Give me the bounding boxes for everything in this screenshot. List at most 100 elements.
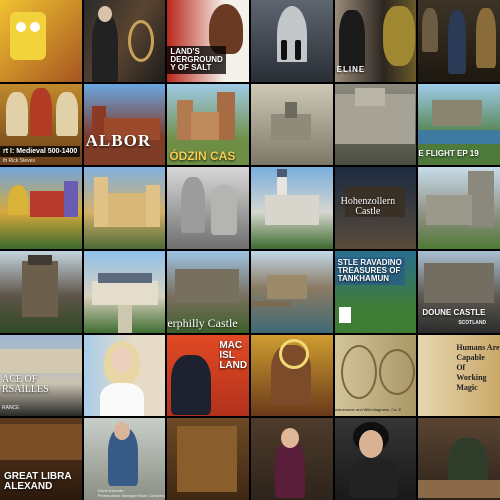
video-thumbnail[interactable]	[83, 334, 166, 417]
round-tower	[468, 171, 495, 228]
video-thumbnail[interactable]: erphilly Castle	[167, 250, 249, 333]
video-thumbnail[interactable]: LAND'S DERGROUND Y OF SALT	[167, 0, 249, 82]
video-thumbnail[interactable]	[167, 418, 249, 500]
stone-wall	[354, 87, 385, 106]
video-title: ACE OF RSAILLES	[2, 373, 49, 395]
video-thumbnail[interactable]: Hohenzollern Castle	[334, 167, 417, 249]
host-face	[111, 346, 132, 373]
video-thumbnail[interactable]: MAC ISL LAND	[167, 334, 249, 417]
video-thumbnail[interactable]: GREAT LIBRA ALEXAND	[0, 418, 82, 500]
video-thumbnail[interactable]: ALBOR	[83, 83, 166, 166]
castle-body	[424, 262, 495, 303]
video-thumbnail[interactable]: David Ashman Preservation Manager Book C…	[83, 418, 166, 500]
video-thumbnail[interactable]: DOUNE CASTLE SCOTLAND	[418, 250, 500, 333]
crown-statue	[382, 6, 415, 66]
castle-roof	[28, 254, 52, 265]
castle-tower	[91, 105, 106, 140]
video-title: LAND'S DERGROUND Y OF SALT	[167, 46, 226, 74]
angel-figure	[56, 91, 78, 136]
angel-figure	[6, 91, 28, 136]
angel-figure	[30, 87, 52, 136]
video-thumbnail[interactable]	[83, 0, 166, 82]
host-figure	[171, 354, 212, 415]
host-face	[97, 6, 112, 22]
video-thumbnail[interactable]	[418, 418, 500, 500]
video-thumbnail[interactable]: Humans Are Capable Of Working Magic	[418, 334, 500, 417]
castle-body	[266, 274, 307, 299]
display-case	[476, 8, 497, 68]
video-thumbnail[interactable]	[250, 83, 333, 166]
castle-body	[22, 260, 58, 317]
rope-icon	[127, 20, 154, 62]
video-title: erphilly Castle	[167, 315, 238, 330]
castle-tower	[217, 91, 236, 140]
video-thumbnail[interactable]	[334, 83, 417, 166]
workbench	[418, 480, 500, 499]
host-body	[99, 382, 144, 417]
ruin-sketch	[284, 101, 297, 118]
video-thumbnail[interactable]	[250, 334, 333, 417]
video-thumbnail[interactable]: ELINE	[334, 0, 417, 82]
halo	[278, 338, 309, 369]
video-thumbnail[interactable]: ostronomer and Wild diagrams, Ca. E	[334, 334, 417, 417]
video-title: Hohenzollern Castle	[340, 196, 396, 218]
walker-figure	[294, 40, 301, 60]
chateau-roof	[97, 272, 152, 283]
castle-wall	[103, 117, 160, 140]
cartoon-eye	[30, 22, 40, 32]
chateau-body	[107, 193, 148, 228]
video-thumbnail[interactable]	[334, 418, 417, 500]
conical-tower	[145, 185, 160, 228]
lower-third: David Ashman Preservation Manager Book C…	[97, 488, 166, 499]
video-thumbnail[interactable]	[83, 250, 166, 333]
video-thumbnail[interactable]	[167, 167, 249, 249]
video-thumbnail[interactable]	[418, 0, 500, 82]
video-title: E FLIGHT EP 19	[418, 148, 479, 158]
video-title: ALBOR	[85, 130, 152, 150]
conservator-face	[113, 422, 130, 441]
palace-tower	[64, 181, 78, 218]
palace-wall	[30, 191, 66, 218]
video-thumbnail[interactable]	[250, 167, 333, 249]
video-thumbnail[interactable]: rt I: Medieval 500-1400 th Rick Steves	[0, 83, 82, 166]
video-thumbnail[interactable]: E FLIGHT EP 19	[418, 83, 500, 166]
video-thumbnail[interactable]	[250, 0, 333, 82]
video-thumbnail[interactable]: STLE RAVADINO TREASURES OF TANKHAMUN	[334, 250, 417, 333]
conical-tower	[93, 177, 108, 228]
path	[117, 304, 132, 333]
castle-roof	[276, 169, 287, 178]
host-figure	[448, 10, 467, 74]
presenter-figure	[274, 442, 305, 499]
castle-ruin	[432, 99, 483, 126]
video-thumbnail[interactable]	[0, 167, 82, 249]
display-case	[422, 8, 439, 52]
cartoon-character	[10, 12, 46, 60]
palace-dome	[8, 185, 28, 216]
statue-figure	[211, 185, 238, 236]
presenter-hair	[209, 4, 244, 54]
walker-figure	[280, 40, 287, 60]
writer-body	[348, 458, 397, 499]
video-subtitle: SCOTLAND	[458, 319, 487, 326]
video-title: Humans Are Capable Of Working Magic	[456, 342, 500, 392]
video-title: GREAT LIBRA ALEXAND	[4, 471, 72, 493]
diagram-circle	[340, 344, 377, 399]
cartoon-eye	[16, 22, 26, 32]
castle-tower	[177, 99, 194, 140]
video-thumbnail[interactable]	[418, 167, 500, 249]
video-thumbnail[interactable]	[83, 167, 166, 249]
castle-body	[264, 195, 319, 226]
video-thumbnail[interactable]: ACE OF RSAILLES RANCE	[0, 334, 82, 417]
chateau-body	[91, 280, 158, 305]
video-thumbnail[interactable]	[250, 418, 333, 500]
video-thumbnail[interactable]	[0, 250, 82, 333]
video-thumbnail[interactable]	[0, 0, 82, 82]
video-thumbnail[interactable]	[250, 250, 333, 333]
castle-wall	[191, 111, 220, 140]
video-thumbnail[interactable]: ÓDZIN CAS	[167, 83, 249, 166]
host-figure	[338, 10, 365, 70]
statue-figure	[181, 177, 206, 234]
bridge	[250, 300, 291, 307]
video-subtitle: ostronomer and Wild diagrams, Ca. E	[334, 406, 402, 412]
